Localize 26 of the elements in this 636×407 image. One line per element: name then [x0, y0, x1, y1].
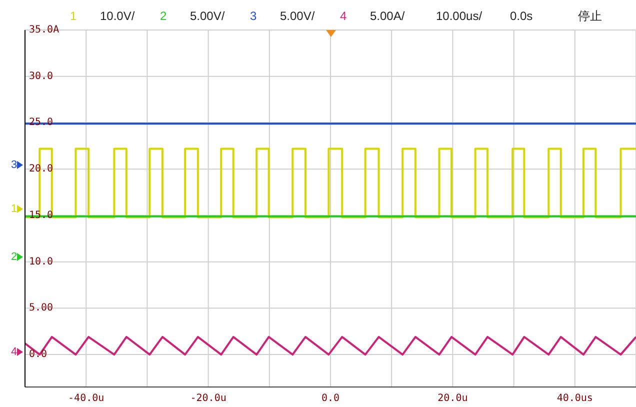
- text: 1: [70, 8, 77, 24]
- x-tick-label: -20.0u: [190, 393, 226, 404]
- text: 5.00A/: [370, 8, 405, 24]
- x-tick-label: 0.0: [321, 393, 340, 404]
- text: 4: [11, 346, 18, 358]
- y-tick-label: 10.0: [29, 256, 54, 268]
- text: 2: [11, 251, 18, 263]
- y-tick-label: 35.0A: [29, 24, 60, 36]
- x-tick-label: -40.0u: [68, 393, 104, 404]
- text: 停止: [578, 8, 602, 24]
- text: 10.00us/: [436, 8, 482, 24]
- text: 2: [160, 8, 167, 24]
- text: 5.00V/: [190, 8, 225, 24]
- y-tick-label: 0.0: [29, 349, 48, 360]
- y-tick-label: 30.0: [29, 70, 54, 82]
- y-tick-label: 5.00: [29, 302, 54, 314]
- text: 3: [250, 8, 257, 24]
- text: 5.00V/: [280, 8, 315, 24]
- text: 1: [11, 203, 18, 215]
- text: 0.0s: [510, 8, 533, 24]
- y-tick-label: 15.0: [29, 210, 54, 221]
- x-tick-label: 40.0us: [556, 393, 593, 404]
- text: 10.0V/: [100, 8, 135, 24]
- text: 3: [11, 159, 18, 171]
- x-tick-label: 20.0u: [438, 393, 468, 404]
- text: 4: [340, 8, 347, 24]
